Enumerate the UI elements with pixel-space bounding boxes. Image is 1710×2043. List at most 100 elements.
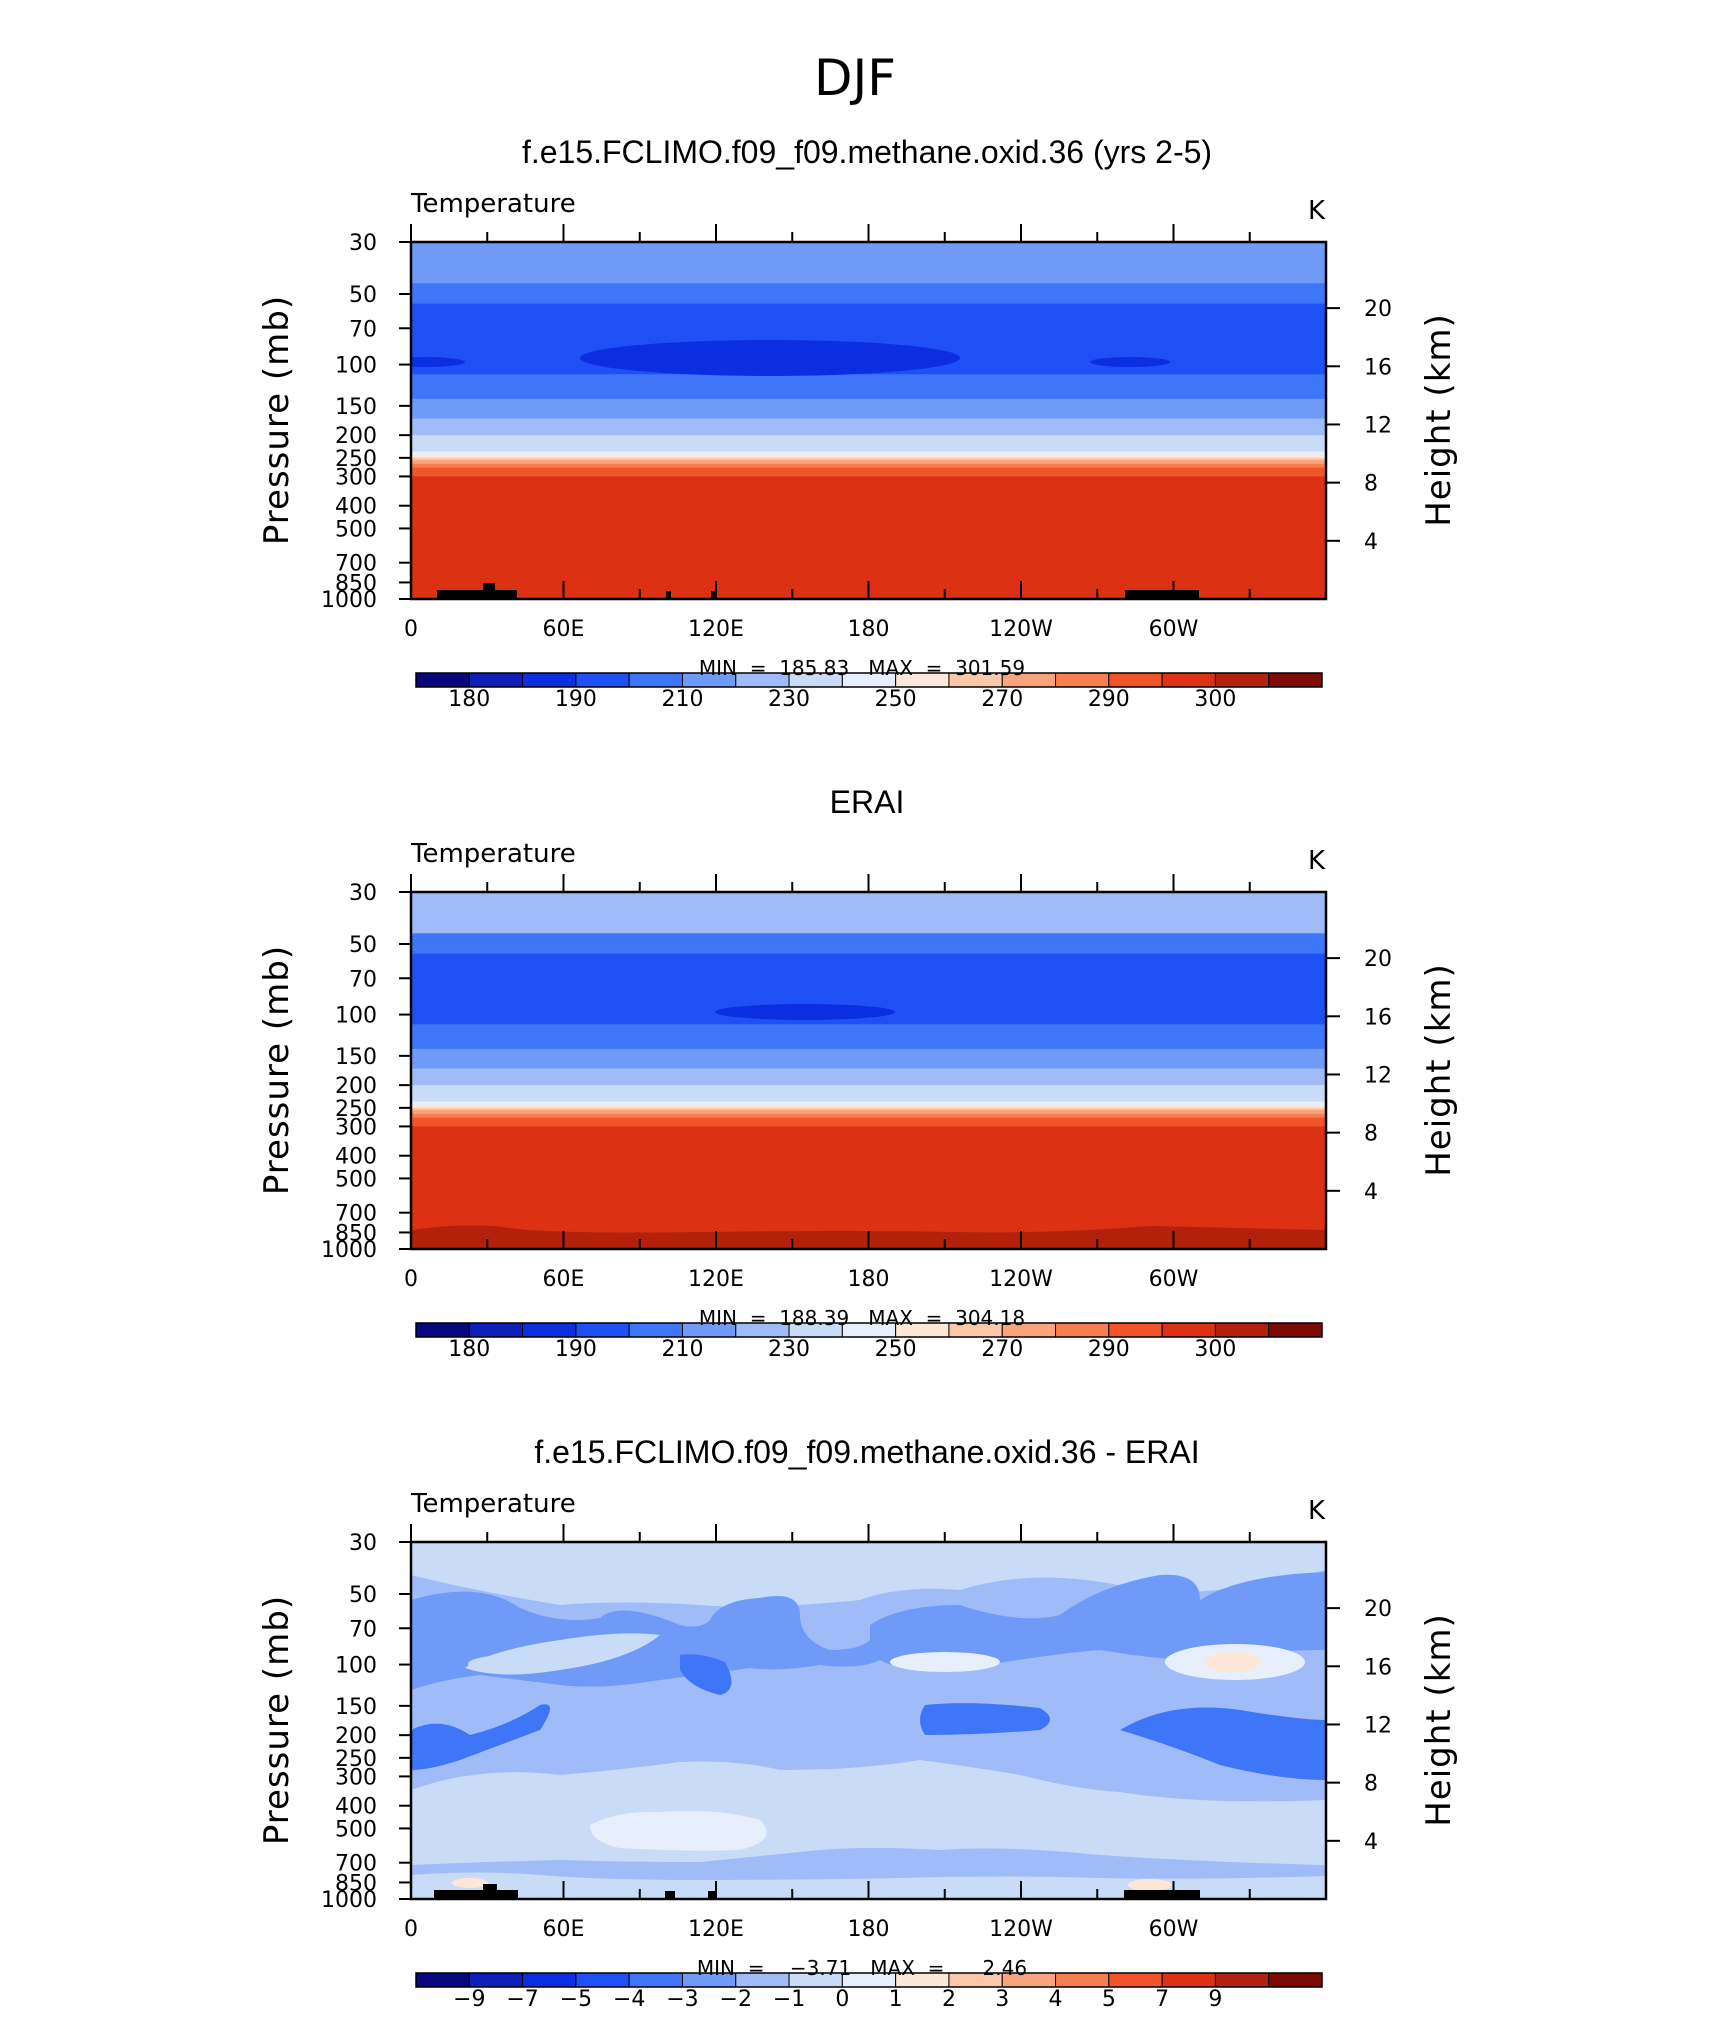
colorbar-label: −2 [720,1987,752,2012]
contour-band [411,467,1326,470]
x-tick-label: 60E [543,617,585,642]
difference-contour [1120,1707,1326,1780]
height-tick-label: 8 [1364,1122,1378,1147]
cold-core-contour [580,340,960,376]
units-label: K [1308,196,1326,226]
contour-band [411,463,1326,469]
y-tick-label: 500 [335,1817,377,1842]
colorbar-swatch [628,672,683,688]
y-tick-label: 1000 [321,588,377,613]
x-tick-label: 120W [989,1267,1053,1292]
colorbar-label: 230 [768,1337,810,1362]
x-tick-label: 120W [989,1917,1053,1942]
colorbar-label: −9 [453,1987,485,2012]
y-tick-label: 50 [349,1583,377,1608]
colorbar-label: 300 [1194,687,1236,712]
y-tick-label: 200 [335,424,377,449]
colorbar-label: −1 [773,1987,805,2012]
colorbar-label: 230 [768,687,810,712]
colorbar-label: 270 [981,687,1023,712]
height-tick-label: 8 [1364,1772,1378,1797]
height-tick-label: 12 [1364,1713,1392,1738]
topography-mask [483,1884,497,1892]
contour-band [411,469,1326,472]
y-tick-label: 250 [335,1097,377,1122]
y-tick-label: 400 [335,1145,377,1170]
contour-band [411,892,1326,934]
colorbar-swatch [468,672,524,688]
x-tick-label: 0 [404,1267,418,1292]
panel-reanalysis: ERAI Temperature K 0 60E 120E 180 120W 60W 30 5… [321,784,1392,1362]
x-tick-label: 60E [543,1917,585,1942]
colorbar-label: 290 [1088,687,1130,712]
y-tick-label: 100 [335,354,377,379]
stats-label: MIN = 185.83 MAX = 301.59 [699,656,1025,680]
panel-title: f.e15.FCLIMO.f09_f09.methane.oxid.36 (yr… [522,134,1212,170]
contour-band [411,1119,1326,1122]
y-tick-label: 30 [349,231,377,256]
colorbar-swatch [468,1322,524,1338]
height-tick-label: 20 [1364,947,1392,972]
contour-band [411,476,1326,599]
contour-band [411,953,1326,986]
x-tick-label: 180 [848,617,890,642]
y-tick-label: 400 [335,1795,377,1820]
difference-contour [411,1704,550,1770]
contour-band [411,1113,1326,1119]
colorbar-label: −3 [666,1987,698,2012]
contour-band [411,398,1326,420]
x-tick-label: 0 [404,617,418,642]
contour-band [411,303,1326,336]
contour-band [411,455,1326,459]
colorbar-label: −5 [560,1987,592,2012]
x-tick-label: 60W [1149,1917,1199,1942]
colorbar-label: 250 [875,687,917,712]
contour-band [411,1024,1326,1050]
contour-band [411,1101,1326,1107]
topography-mask [483,583,495,591]
y-tick-label: 700 [335,1852,377,1877]
y-tick-label: 500 [335,517,377,542]
colorbar-swatch [1055,672,1110,688]
y-axis-label: Pressure (mb) [257,945,297,1195]
colorbar-swatch [1108,1972,1163,1988]
colorbar-swatch [1268,1972,1323,1988]
contour-band [411,374,1326,400]
units-label: K [1308,1496,1326,1526]
difference-contour [920,1703,1050,1735]
x-tick-label: 120E [688,617,744,642]
colorbar-swatch [575,672,630,688]
cold-core-contour [715,1004,895,1020]
colorbar-label: −4 [613,1987,645,2012]
y-tick-label: 50 [349,283,377,308]
colorbar-label: 210 [661,1337,703,1362]
y-tick-label: 200 [335,1724,377,1749]
colorbar-swatch [1268,672,1323,688]
contour-band [411,1121,1326,1127]
panel-title: f.e15.FCLIMO.f09_f09.methane.oxid.36 - E… [534,1434,1199,1470]
colorbar-frame [415,1322,1323,1338]
contour-band [411,418,1326,436]
colorbar-label: −7 [506,1987,538,2012]
cold-core-contour [411,357,465,367]
difference-contour [680,1654,732,1695]
colorbar-swatch [628,1972,683,1988]
height-tick-label: 4 [1364,1180,1378,1205]
contour-band [411,1048,1326,1070]
y-tick-label: 50 [349,933,377,958]
colorbar-swatch [415,1322,470,1338]
topography-mask [666,591,671,599]
variable-label: Temperature [410,189,576,219]
colorbar: 180 190 210 230 250 270 290 300 [415,672,1323,712]
x-tick-label: 60E [543,1267,585,1292]
topography-mask [437,590,517,599]
y-tick-label: 250 [335,447,377,472]
colorbar-swatch [522,1972,577,1988]
contour-band [411,435,1326,453]
contour-band [411,1109,1326,1115]
colorbar-swatch [575,1972,630,1988]
colorbar-label: 180 [448,1337,490,1362]
y-tick-label: 30 [349,881,377,906]
